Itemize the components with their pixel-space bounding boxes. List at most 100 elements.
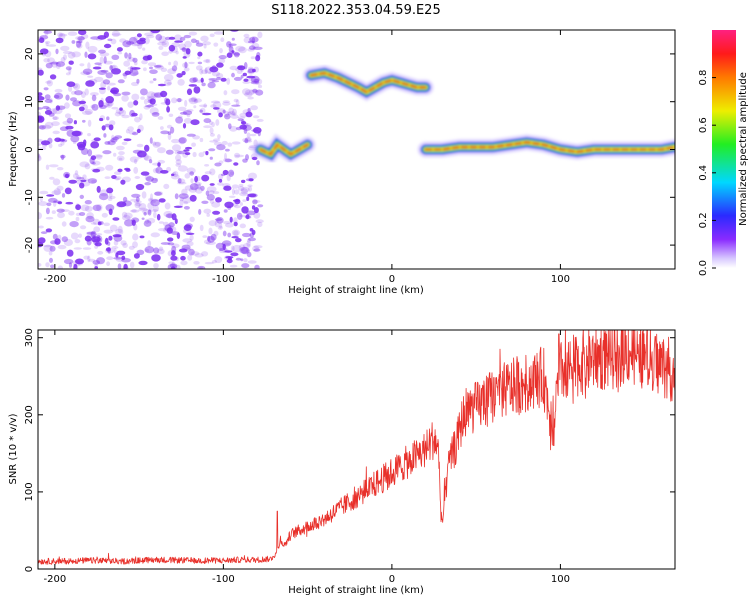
noise-blob <box>141 59 148 65</box>
noise-blob <box>76 177 85 180</box>
noise-blob <box>113 152 117 157</box>
noise-blob <box>224 201 234 208</box>
noise-blob <box>229 216 233 223</box>
noise-blob <box>164 79 172 87</box>
noise-blob <box>250 105 258 111</box>
noise-blob <box>152 112 160 115</box>
noise-blob <box>156 213 161 221</box>
noise-blob <box>144 182 151 186</box>
noise-blob <box>217 182 224 186</box>
noise-blob <box>51 60 58 68</box>
snr-xtick-label: -100 <box>212 574 235 585</box>
noise-blob <box>223 209 228 213</box>
noise-blob <box>110 138 118 143</box>
noise-blob <box>57 244 67 250</box>
noise-blob <box>52 116 59 120</box>
noise-blob <box>206 186 217 193</box>
noise-blob <box>44 99 53 103</box>
noise-blob <box>103 229 114 234</box>
noise-blob <box>221 140 228 146</box>
noise-blob <box>143 67 147 72</box>
noise-blob <box>72 100 82 107</box>
noise-blob <box>199 107 206 115</box>
noise-blob <box>55 61 66 67</box>
noise-blob <box>147 104 152 108</box>
noise-blob <box>167 133 172 140</box>
noise-blob <box>45 164 50 170</box>
noise-blob <box>157 162 161 167</box>
noise-blob <box>218 58 226 64</box>
noise-blob <box>240 188 248 195</box>
noise-blob <box>105 164 114 171</box>
noise-blob <box>215 197 222 203</box>
noise-blob <box>182 110 193 116</box>
noise-blob <box>131 193 141 198</box>
noise-blob <box>177 106 187 111</box>
noise-blob <box>205 58 211 64</box>
noise-blob <box>206 194 215 201</box>
noise-blob <box>104 237 109 245</box>
noise-blob <box>38 125 44 129</box>
noise-blob <box>181 244 191 251</box>
noise-blob <box>63 54 67 61</box>
noise-blob <box>91 179 97 184</box>
noise-blob <box>98 63 102 67</box>
noise-blob <box>51 121 60 127</box>
noise-blob <box>242 109 252 115</box>
noise-blob <box>61 236 68 243</box>
noise-blob <box>153 65 162 68</box>
noise-blob <box>241 179 246 184</box>
noise-blob <box>209 120 213 126</box>
noise-blob <box>192 135 201 140</box>
noise-blob <box>253 207 259 214</box>
noise-blob <box>109 65 116 70</box>
noise-blob <box>75 175 82 181</box>
noise-blob <box>91 236 101 243</box>
noise-blob <box>108 235 113 241</box>
noise-blob <box>234 154 245 158</box>
noise-blob <box>143 105 151 110</box>
spectrogram-xtick-label: 100 <box>551 274 570 285</box>
noise-blob <box>124 52 128 59</box>
noise-blob <box>219 48 223 54</box>
noise-blob <box>255 89 264 96</box>
noise-blob <box>46 79 53 87</box>
noise-blob <box>178 137 186 145</box>
noise-blob <box>63 258 74 265</box>
noise-blob <box>229 65 238 71</box>
noise-blob <box>160 67 168 73</box>
noise-blob <box>163 221 169 227</box>
noise-blob <box>148 197 154 202</box>
noise-blob <box>86 212 94 220</box>
noise-blob <box>124 70 131 76</box>
noise-blob <box>67 51 76 59</box>
noise-blob <box>197 51 203 57</box>
noise-blob <box>251 156 258 161</box>
noise-blob <box>194 175 199 183</box>
noise-blob <box>128 130 137 135</box>
noise-blob <box>98 100 104 108</box>
noise-blob <box>110 38 117 45</box>
noise-blob <box>175 98 183 102</box>
spectrogram-ytick-label: 20 <box>24 48 35 61</box>
noise-blob <box>51 190 62 196</box>
noise-blob <box>122 72 128 77</box>
noise-blob <box>60 45 70 52</box>
noise-blob <box>256 118 264 122</box>
noise-blob <box>220 37 225 42</box>
noise-blob <box>183 67 190 72</box>
noise-blob <box>201 200 209 204</box>
noise-blob <box>118 151 125 156</box>
noise-blob <box>248 237 256 242</box>
noise-blob <box>154 65 165 70</box>
noise-blob <box>186 133 196 137</box>
noise-blob <box>194 183 202 190</box>
noise-blob <box>246 238 252 243</box>
noise-blob <box>129 69 139 77</box>
noise-blob <box>150 193 153 201</box>
snr-ytick-label: 0 <box>24 566 35 572</box>
noise-blob <box>216 62 224 68</box>
noise-blob <box>45 42 49 47</box>
noise-blob <box>99 189 109 197</box>
noise-blob <box>150 199 160 207</box>
